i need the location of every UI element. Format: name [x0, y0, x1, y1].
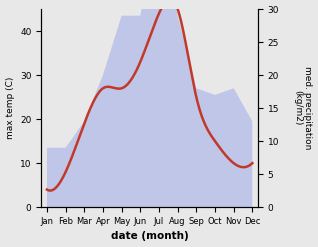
X-axis label: date (month): date (month)	[111, 231, 189, 242]
Y-axis label: max temp (C): max temp (C)	[5, 77, 15, 139]
Y-axis label: med. precipitation
(kg/m2): med. precipitation (kg/m2)	[293, 66, 313, 150]
